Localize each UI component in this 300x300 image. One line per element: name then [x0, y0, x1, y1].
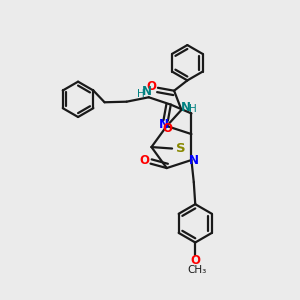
- Text: CH₃: CH₃: [187, 265, 206, 275]
- Text: H: H: [137, 89, 145, 99]
- Text: N: N: [181, 101, 191, 114]
- Text: O: O: [190, 254, 200, 267]
- Text: O: O: [162, 122, 172, 135]
- Text: H: H: [189, 104, 196, 114]
- Text: O: O: [139, 154, 149, 167]
- Text: N: N: [159, 118, 169, 131]
- Text: S: S: [176, 142, 185, 155]
- Text: N: N: [142, 85, 152, 98]
- Text: N: N: [189, 154, 200, 166]
- Text: O: O: [146, 80, 156, 93]
